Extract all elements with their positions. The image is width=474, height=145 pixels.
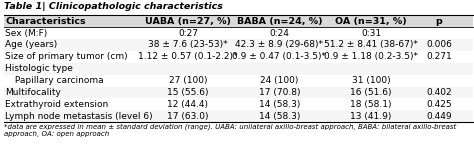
Bar <box>4 63 473 75</box>
Text: Size of primary tumor (cm): Size of primary tumor (cm) <box>5 52 128 61</box>
Text: Lymph node metastasis (level 6): Lymph node metastasis (level 6) <box>5 112 153 121</box>
Text: 14 (58.3): 14 (58.3) <box>259 112 300 121</box>
Text: Extrathyroid extension: Extrathyroid extension <box>5 100 109 109</box>
Text: 13 (41.9): 13 (41.9) <box>350 112 392 121</box>
Text: 24 (100): 24 (100) <box>260 76 299 85</box>
Text: BABA (n=24, %): BABA (n=24, %) <box>237 17 322 26</box>
Bar <box>4 51 473 63</box>
Text: 0.9 ± 1.18 (0.2-3.5)*: 0.9 ± 1.18 (0.2-3.5)* <box>324 52 418 61</box>
Bar <box>4 98 473 110</box>
Text: 0.006: 0.006 <box>426 40 452 49</box>
Text: 42.3 ± 8.9 (29-68)*: 42.3 ± 8.9 (29-68)* <box>236 40 323 49</box>
Text: OA (n=31, %): OA (n=31, %) <box>335 17 407 26</box>
Text: p: p <box>436 17 442 26</box>
Text: 0.402: 0.402 <box>426 88 452 97</box>
Text: 16 (51.6): 16 (51.6) <box>350 88 392 97</box>
Bar <box>4 87 473 98</box>
Text: UABA (n=27, %): UABA (n=27, %) <box>145 17 231 26</box>
Text: 15 (55.6): 15 (55.6) <box>167 88 209 97</box>
Text: 0:31: 0:31 <box>361 29 381 38</box>
Text: 18 (58.1): 18 (58.1) <box>350 100 392 109</box>
Bar <box>4 110 473 122</box>
Text: 0.9 ± 0.47 (0.1-3.5)*: 0.9 ± 0.47 (0.1-3.5)* <box>232 52 327 61</box>
Text: 12 (44.4): 12 (44.4) <box>167 100 209 109</box>
Text: Table 1| Clinicopathologic characteristics: Table 1| Clinicopathologic characteristi… <box>4 2 223 11</box>
Text: Papillary carcinoma: Papillary carcinoma <box>12 76 104 85</box>
Text: 17 (70.8): 17 (70.8) <box>259 88 300 97</box>
Text: 0:24: 0:24 <box>270 29 290 38</box>
Bar <box>4 75 473 87</box>
Bar <box>4 39 473 51</box>
Text: Sex (M:F): Sex (M:F) <box>5 29 47 38</box>
Text: Characteristics: Characteristics <box>5 17 86 26</box>
Text: 0.449: 0.449 <box>426 112 452 121</box>
Text: 0.425: 0.425 <box>426 100 452 109</box>
Text: 0:27: 0:27 <box>178 29 198 38</box>
Text: Age (years): Age (years) <box>5 40 57 49</box>
Text: 17 (63.0): 17 (63.0) <box>167 112 209 121</box>
Text: Multifocality: Multifocality <box>5 88 61 97</box>
Bar <box>4 27 473 39</box>
Text: 31 (100): 31 (100) <box>352 76 390 85</box>
Text: Histologic type: Histologic type <box>5 64 73 73</box>
Text: 0.271: 0.271 <box>426 52 452 61</box>
Text: 51.2 ± 8.41 (38-67)*: 51.2 ± 8.41 (38-67)* <box>324 40 418 49</box>
Text: *data are expressed in mean ± standard deviation (range). UABA: unilateral axill: *data are expressed in mean ± standard d… <box>4 124 456 137</box>
Text: 14 (58.3): 14 (58.3) <box>259 100 300 109</box>
Bar <box>4 15 473 27</box>
Text: 38 ± 7.6 (23-53)*: 38 ± 7.6 (23-53)* <box>148 40 228 49</box>
Text: 27 (100): 27 (100) <box>169 76 207 85</box>
Text: 1.12 ± 0.57 (0.1-2.2)*: 1.12 ± 0.57 (0.1-2.2)* <box>138 52 238 61</box>
